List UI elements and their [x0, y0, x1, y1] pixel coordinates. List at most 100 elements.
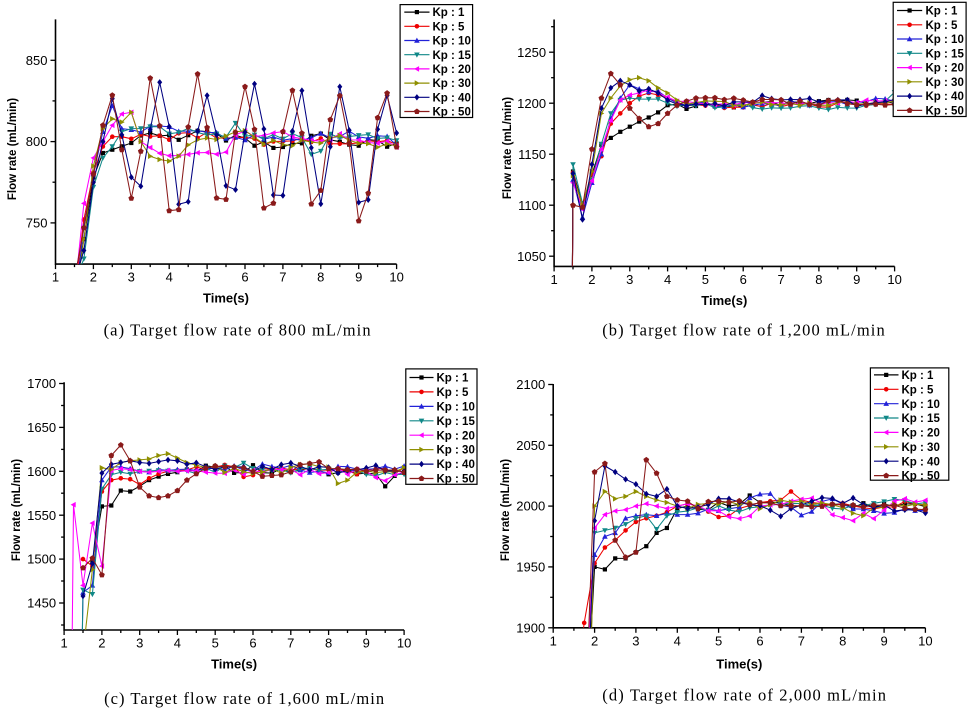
svg-text:Kp : 20: Kp : 20 [437, 430, 475, 442]
svg-text:10: 10 [887, 272, 901, 287]
svg-text:Kp : 40: Kp : 40 [437, 459, 475, 471]
svg-text:9: 9 [880, 634, 887, 649]
svg-text:(a) Target flow rate of 800 mL: (a) Target flow rate of 800 mL/min [104, 320, 371, 339]
svg-text:1050: 1050 [517, 249, 546, 264]
svg-text:2: 2 [588, 272, 595, 287]
svg-text:Kp : 10: Kp : 10 [926, 34, 964, 46]
svg-text:750: 750 [26, 216, 48, 231]
svg-text:3: 3 [136, 636, 143, 651]
svg-text:Kp : 1: Kp : 1 [926, 6, 959, 18]
svg-text:Kp : 50: Kp : 50 [433, 107, 471, 119]
svg-text:10: 10 [389, 270, 403, 285]
svg-text:Kp : 50: Kp : 50 [437, 474, 475, 486]
svg-text:Kp : 5: Kp : 5 [926, 20, 959, 32]
svg-text:Kp : 15: Kp : 15 [926, 48, 965, 60]
svg-text:1150: 1150 [518, 147, 546, 162]
svg-text:Kp : 30: Kp : 30 [902, 442, 940, 454]
svg-text:Kp : 40: Kp : 40 [433, 92, 471, 104]
svg-text:Time(s): Time(s) [203, 291, 249, 306]
svg-text:9: 9 [355, 270, 362, 285]
svg-text:2100: 2100 [516, 377, 545, 392]
svg-text:Kp : 50: Kp : 50 [926, 106, 964, 118]
svg-text:10: 10 [397, 636, 411, 651]
svg-text:7: 7 [798, 634, 805, 649]
svg-text:1900: 1900 [516, 620, 545, 635]
svg-text:Kp : 30: Kp : 30 [437, 445, 475, 457]
svg-text:1450: 1450 [27, 596, 56, 611]
svg-text:(d) Target flow rate of 2,000: (d) Target flow rate of 2,000 mL/min [602, 685, 886, 704]
svg-text:7: 7 [777, 272, 784, 287]
svg-text:Kp : 1: Kp : 1 [902, 370, 935, 382]
svg-text:1250: 1250 [517, 45, 546, 60]
svg-text:1650: 1650 [27, 420, 56, 435]
svg-text:Time(s): Time(s) [716, 656, 762, 671]
svg-text:850: 850 [26, 53, 48, 68]
svg-text:8: 8 [815, 272, 822, 287]
svg-text:9: 9 [363, 636, 370, 651]
svg-text:Kp : 20: Kp : 20 [926, 63, 964, 75]
svg-text:Kp : 10: Kp : 10 [433, 36, 471, 48]
svg-text:2050: 2050 [516, 438, 545, 453]
svg-text:1100: 1100 [518, 198, 546, 213]
svg-text:Kp : 5: Kp : 5 [902, 384, 935, 396]
svg-text:Kp : 15: Kp : 15 [437, 416, 476, 428]
svg-text:Time(s): Time(s) [211, 657, 257, 672]
svg-text:Flow rate (mL/min): Flow rate (mL/min) [11, 459, 23, 561]
svg-text:3: 3 [128, 270, 135, 285]
svg-text:10: 10 [918, 634, 932, 649]
svg-text:Kp : 5: Kp : 5 [437, 387, 470, 399]
svg-text:Kp : 15: Kp : 15 [902, 413, 941, 425]
svg-text:1550: 1550 [27, 508, 56, 523]
svg-text:4: 4 [166, 270, 173, 285]
svg-text:6: 6 [740, 272, 747, 287]
svg-text:1: 1 [550, 634, 557, 649]
svg-text:4: 4 [174, 636, 181, 651]
svg-text:Kp : 40: Kp : 40 [926, 91, 964, 103]
svg-text:1: 1 [60, 636, 67, 651]
svg-text:Kp : 1: Kp : 1 [433, 7, 466, 19]
svg-text:9: 9 [853, 272, 860, 287]
svg-text:1950: 1950 [516, 560, 545, 575]
svg-text:2: 2 [90, 270, 97, 285]
svg-text:Flow rate (mL/min): Flow rate (mL/min) [502, 97, 514, 199]
svg-text:Kp : 5: Kp : 5 [433, 21, 466, 33]
svg-text:800: 800 [26, 134, 48, 149]
svg-text:Kp : 30: Kp : 30 [433, 78, 471, 90]
svg-text:1700: 1700 [27, 376, 56, 391]
svg-text:Flow rate (mL/min): Flow rate (mL/min) [500, 459, 512, 561]
svg-text:Time(s): Time(s) [701, 293, 747, 308]
svg-text:6: 6 [241, 270, 248, 285]
svg-text:Kp : 20: Kp : 20 [433, 64, 471, 76]
svg-text:1200: 1200 [517, 96, 546, 111]
svg-text:Kp : 40: Kp : 40 [902, 456, 940, 468]
svg-text:6: 6 [249, 636, 256, 651]
svg-text:7: 7 [279, 270, 286, 285]
svg-text:4: 4 [674, 634, 681, 649]
svg-text:5: 5 [203, 270, 210, 285]
svg-text:6: 6 [756, 634, 763, 649]
svg-text:1500: 1500 [27, 552, 56, 567]
svg-text:3: 3 [626, 272, 633, 287]
svg-text:2: 2 [591, 634, 598, 649]
svg-text:8: 8 [839, 634, 846, 649]
svg-text:Kp : 20: Kp : 20 [902, 428, 940, 440]
svg-text:Kp : 10: Kp : 10 [437, 402, 475, 414]
svg-text:1: 1 [52, 270, 59, 285]
svg-text:Kp : 50: Kp : 50 [902, 471, 940, 483]
svg-text:2: 2 [98, 636, 105, 651]
svg-text:4: 4 [664, 272, 671, 287]
svg-text:5: 5 [212, 636, 219, 651]
svg-text:5: 5 [715, 634, 722, 649]
svg-text:(c) Target flow rate of 1,600: (c) Target flow rate of 1,600 mL/min [104, 689, 384, 708]
svg-text:Kp : 1: Kp : 1 [437, 373, 470, 385]
svg-text:Kp : 10: Kp : 10 [902, 399, 940, 411]
svg-text:7: 7 [287, 636, 294, 651]
svg-text:Kp : 30: Kp : 30 [926, 77, 964, 89]
svg-text:Flow rate (mL/min): Flow rate (mL/min) [7, 98, 19, 200]
svg-text:8: 8 [317, 270, 324, 285]
svg-text:3: 3 [632, 634, 639, 649]
svg-text:1: 1 [550, 272, 557, 287]
svg-text:(b) Target flow rate of 1,200: (b) Target flow rate of 1,200 mL/min [602, 321, 885, 340]
svg-text:Kp : 15: Kp : 15 [433, 50, 472, 62]
svg-text:5: 5 [702, 272, 709, 287]
